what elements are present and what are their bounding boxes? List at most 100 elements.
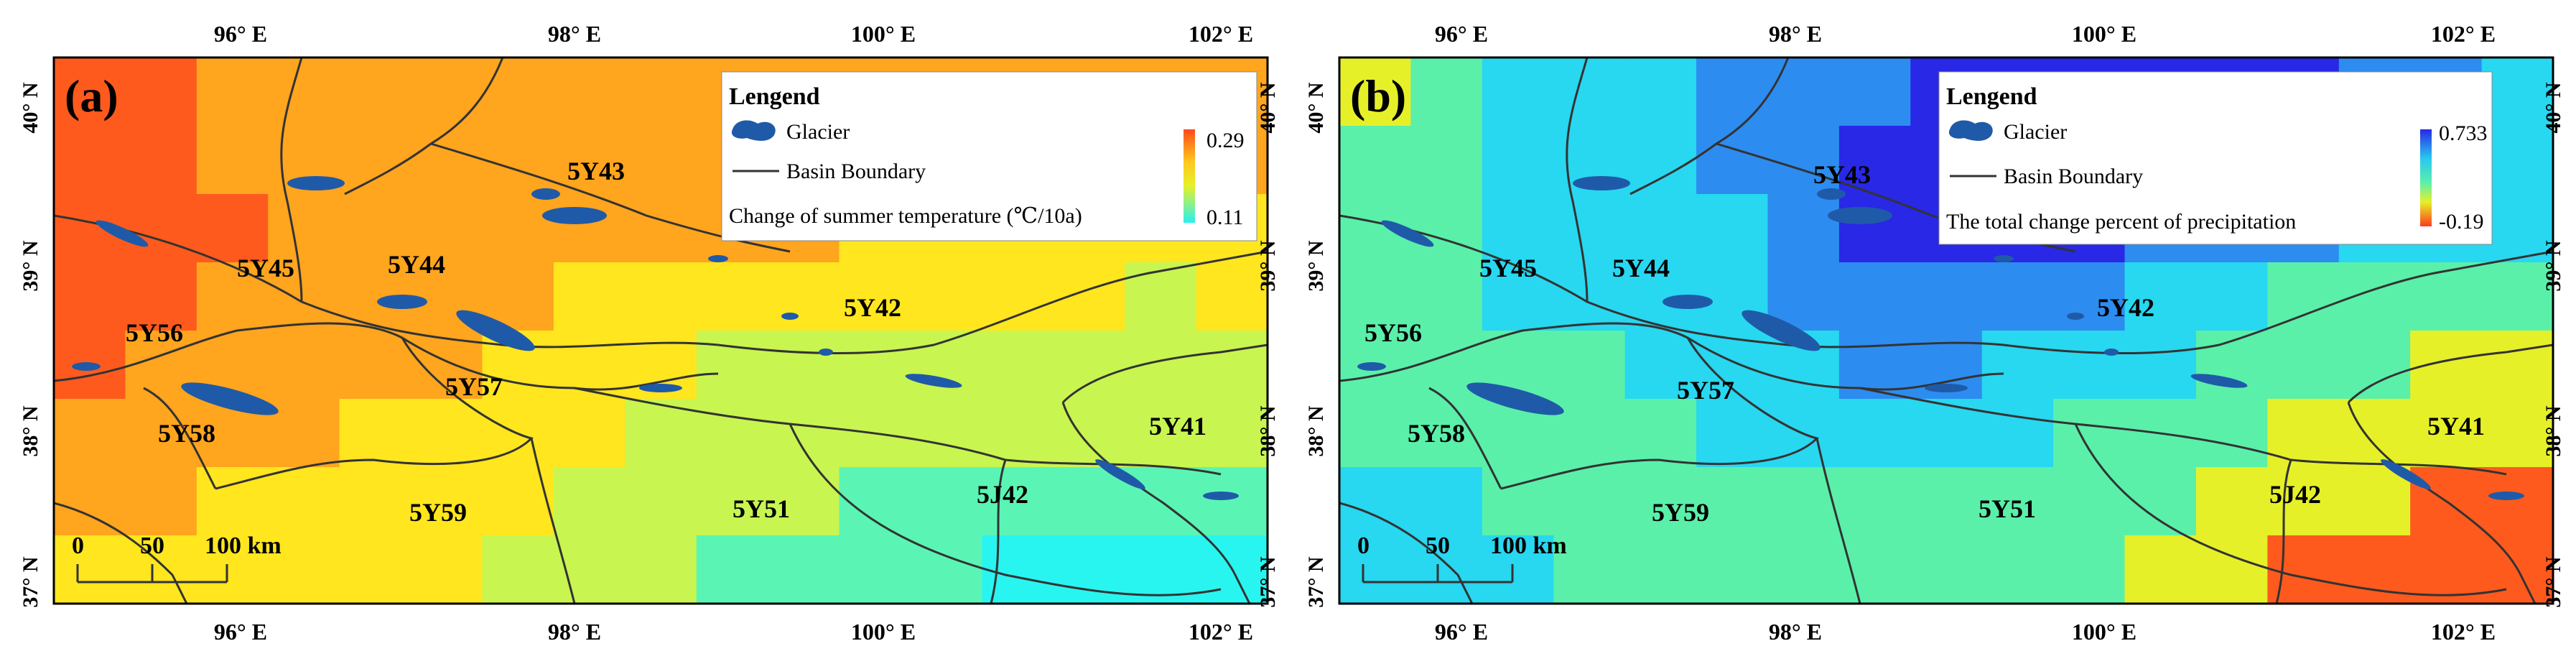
- raster-cell: [910, 331, 983, 400]
- raster-cell: [768, 535, 840, 604]
- raster-cell: [1053, 262, 1126, 331]
- raster-cell: [1053, 399, 1126, 468]
- raster-cell: [2481, 331, 2553, 400]
- lat-label-left: 40° N: [1304, 82, 1328, 133]
- raster-cell: [1910, 262, 1983, 331]
- colorbar-min: 0.11: [1206, 206, 1243, 229]
- raster-cell: [1339, 262, 1412, 331]
- lon-label-top: 96° E: [214, 21, 267, 47]
- raster-cell: [1981, 262, 2055, 331]
- colorbar: [1184, 129, 1195, 223]
- raster-cell: [839, 535, 911, 604]
- lon-label-top: 100° E: [851, 21, 916, 47]
- basin-label: 5Y42: [2097, 293, 2154, 322]
- lon-labels-b: 96° E 98° E 100° E 102° E 96° E 98° E 10…: [1435, 21, 2496, 645]
- legend-glacier-label: Glacier: [786, 120, 850, 144]
- lon-label-bottom: 100° E: [2072, 619, 2136, 645]
- raster-cell: [1838, 399, 1912, 468]
- basin-label: 5Y42: [844, 293, 901, 322]
- raster-cell: [1482, 126, 1555, 195]
- raster-cell: [1838, 467, 1912, 536]
- raster-cell: [2481, 262, 2553, 331]
- raster-grid-b: [1339, 57, 2553, 604]
- lon-label-bottom: 100° E: [851, 619, 916, 645]
- raster-cell: [2410, 535, 2483, 604]
- raster-cell: [1624, 57, 1698, 126]
- raster-cell: [196, 194, 269, 263]
- raster-cell: [625, 467, 697, 536]
- basin-label: 5Y58: [1408, 419, 1465, 448]
- map-panel-a: 96° E 98° E 100° E 102° E 96° E 98° E 10…: [0, 0, 1278, 664]
- lat-label-left: 39° N: [19, 240, 42, 291]
- glacier-swatch-icon: [1948, 120, 1993, 141]
- raster-cell: [1981, 535, 2055, 604]
- raster-cell: [482, 467, 554, 536]
- raster-cell: [839, 331, 911, 400]
- legend-title: Lengend: [729, 83, 820, 110]
- lat-label-right: 40° N: [2542, 82, 2564, 133]
- raster-cell: [2481, 467, 2553, 536]
- raster-cell: [2053, 399, 2126, 468]
- raster-cell: [1696, 467, 1769, 536]
- raster-cell: [768, 331, 840, 400]
- lon-label-top: 98° E: [1769, 21, 1822, 47]
- raster-cell: [1910, 399, 1983, 468]
- raster-cell: [268, 331, 340, 400]
- glacier-areas-b: [1357, 176, 2524, 500]
- raster-cell: [2338, 262, 2412, 331]
- raster-cell: [910, 467, 983, 536]
- colorbar: [2420, 129, 2432, 226]
- raster-cell: [482, 194, 554, 263]
- raster-cell: [1838, 194, 1912, 263]
- raster-cell: [696, 262, 769, 331]
- raster-cell: [553, 126, 626, 195]
- raster-cell: [1910, 467, 1983, 536]
- raster-cell: [982, 262, 1054, 331]
- raster-cell: [268, 467, 340, 536]
- raster-cell: [339, 194, 412, 263]
- raster-cell: [1482, 262, 1555, 331]
- raster-cell: [1553, 399, 1626, 468]
- lat-label-right: 40° N: [1256, 82, 1278, 133]
- raster-cell: [982, 331, 1054, 400]
- raster-cell: [625, 399, 697, 468]
- raster-cell: [696, 399, 769, 468]
- raster-cell: [553, 262, 626, 331]
- legend-boundary-label: Basin Boundary: [2004, 165, 2143, 188]
- basin-label: 5Y56: [1364, 318, 1422, 347]
- raster-cell: [768, 399, 840, 468]
- legend-title: Lengend: [1946, 83, 2037, 110]
- raster-cell: [54, 57, 126, 126]
- raster-cell: [2053, 467, 2126, 536]
- basin-label: 5Y57: [445, 372, 503, 401]
- raster-cell: [268, 57, 340, 126]
- lon-label-bottom: 102° E: [1189, 619, 1253, 645]
- lat-labels-a: 40° N 39° N 38° N 37° N 40° N 39° N 38° …: [19, 82, 1278, 607]
- raster-cell: [982, 467, 1054, 536]
- raster-cell: [1624, 331, 1698, 400]
- lat-label-right: 38° N: [2542, 405, 2564, 456]
- legend-boundary-label: Basin Boundary: [786, 160, 926, 183]
- raster-cell: [125, 194, 197, 263]
- raster-cell: [1125, 331, 1197, 400]
- raster-cell: [1696, 535, 1769, 604]
- raster-cell: [2338, 399, 2412, 468]
- lat-label-right: 37° N: [2542, 556, 2564, 607]
- colorbar-max: 0.733: [2439, 121, 2488, 145]
- basin-label: 5Y43: [567, 157, 625, 185]
- raster-cell: [196, 57, 269, 126]
- raster-cell: [1553, 331, 1626, 400]
- raster-cell: [1696, 126, 1769, 195]
- legend-glacier-label: Glacier: [2004, 120, 2067, 144]
- raster-cell: [482, 535, 554, 604]
- raster-cell: [1125, 399, 1197, 468]
- raster-cell: [553, 399, 626, 468]
- raster-cell: [1838, 126, 1912, 195]
- raster-cell: [1410, 535, 1483, 604]
- raster-cell: [1553, 467, 1626, 536]
- raster-cell: [1553, 194, 1626, 263]
- basin-label: 5Y44: [1612, 254, 1670, 282]
- raster-cell: [2124, 467, 2197, 536]
- raster-cell: [1981, 331, 2055, 400]
- raster-cell: [1410, 467, 1483, 536]
